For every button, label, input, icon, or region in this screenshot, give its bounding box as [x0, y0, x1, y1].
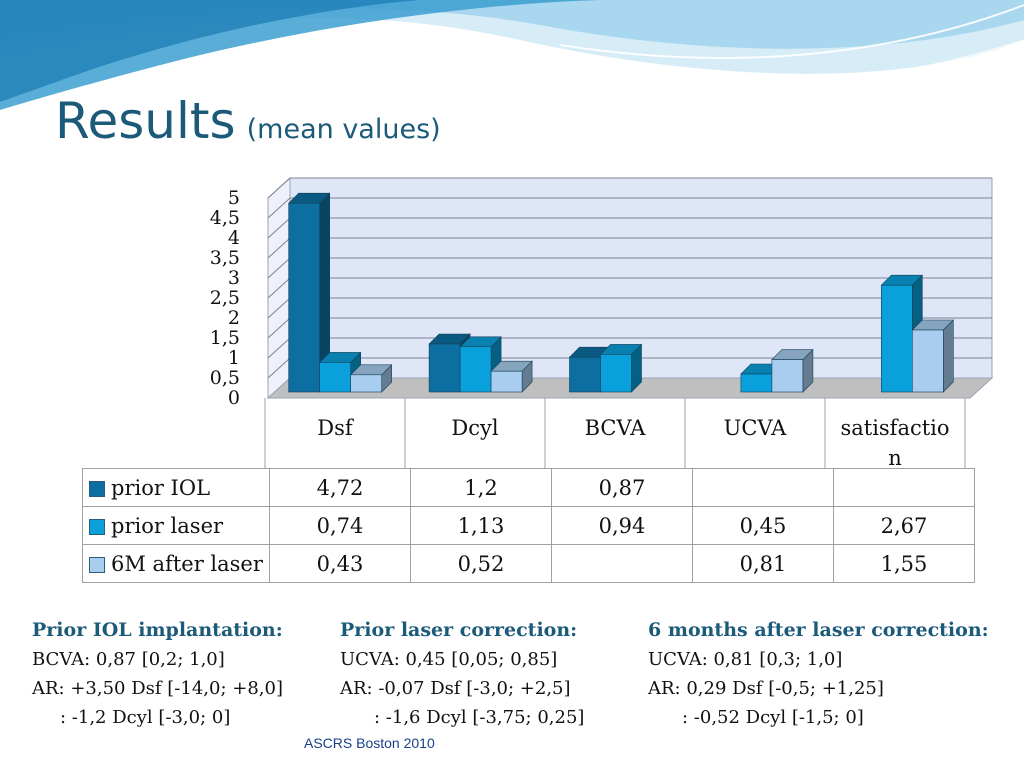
- category-label: satisfactio: [840, 416, 949, 440]
- category-label: Dcyl: [451, 416, 498, 440]
- bar: [569, 356, 601, 393]
- header-wave-decoration: [0, 0, 1024, 110]
- note-line: : -1,6 Dcyl [-3,75; 0,25]: [374, 707, 585, 728]
- legend-swatch-prior-iol: [89, 481, 105, 497]
- gridline-side: [267, 257, 291, 279]
- y-tick-label: 5: [228, 187, 240, 209]
- note-heading: 6 months after laser correction:: [648, 619, 989, 641]
- gridline-side: [267, 317, 291, 339]
- note-line: UCVA: 0,81 [0,3; 1,0]: [648, 649, 843, 670]
- y-tick-label: 0: [228, 387, 240, 409]
- y-tick-label: 1: [228, 347, 240, 369]
- y-tick-label: 1,5: [210, 327, 240, 349]
- note-line: : -1,2 Dcyl [-3,0; 0]: [60, 707, 231, 728]
- note-line: : -0,52 Dcyl [-1,5; 0]: [682, 707, 864, 728]
- category-label: UCVA: [724, 416, 788, 440]
- table-cell: 0,45: [692, 506, 834, 545]
- gridline-side: [267, 337, 291, 359]
- table-cell: 0,43: [269, 544, 411, 583]
- gridline-side: [267, 177, 291, 199]
- y-tick-label: 2,5: [210, 287, 240, 309]
- y-tick-label: 4,5: [210, 207, 240, 229]
- table-row: prior IOL 4,72 1,2 0,87: [82, 468, 975, 507]
- gridline-side: [267, 297, 291, 319]
- table-cell: 0,94: [551, 506, 693, 545]
- bar: [880, 284, 913, 393]
- table-cell: 0,74: [269, 506, 411, 545]
- data-table: prior IOL 4,72 1,2 0,87 prior laser 0,74…: [82, 468, 975, 583]
- note-line: UCVA: 0,45 [0,05; 0,85]: [340, 649, 558, 670]
- bar: [490, 370, 523, 393]
- bar-chart: 00,511,522,533,544,55 Dsf Dcyl BCVA UCVA sati…: [210, 176, 994, 470]
- y-tick-label: 3,5: [210, 247, 240, 269]
- bar: [288, 202, 321, 393]
- row-label: prior laser: [82, 506, 270, 545]
- title-main: Results: [55, 92, 236, 150]
- footer-text: ASCRS Boston 2010: [304, 735, 435, 751]
- table-cell: 1,55: [833, 544, 975, 583]
- y-tick-label: 4: [228, 227, 240, 249]
- bar: [428, 343, 461, 393]
- row-label: 6M after laser: [82, 544, 270, 583]
- note-line: BCVA: 0,87 [0,2; 1,0]: [32, 649, 225, 670]
- gridline-side: [267, 357, 291, 379]
- gridline-side: [267, 197, 291, 219]
- bar: [911, 329, 944, 393]
- note-6-months: 6 months after laser correction: UCVA: 0…: [648, 616, 989, 732]
- note-prior-iol: Prior IOL implantation: BCVA: 0,87 [0,2;…: [32, 616, 362, 732]
- bar: [350, 374, 383, 393]
- legend-swatch-6m-after-laser: [89, 557, 105, 573]
- note-heading: Prior IOL implantation:: [32, 619, 283, 641]
- bar-side: [942, 319, 954, 393]
- bar: [459, 346, 492, 393]
- table-cell: [551, 544, 693, 583]
- y-tick-label: 3: [228, 267, 240, 289]
- y-tick-label: 2: [228, 307, 240, 329]
- bar: [319, 362, 352, 393]
- note-heading: Prior laser correction:: [340, 619, 578, 641]
- bar: [740, 373, 773, 393]
- row-label: prior IOL: [82, 468, 270, 507]
- legend-swatch-prior-laser: [89, 519, 105, 535]
- table-cell: 2,67: [833, 506, 975, 545]
- table-cell: 0,81: [692, 544, 834, 583]
- table-cell: [833, 468, 975, 507]
- category-label: n: [888, 446, 902, 470]
- table-cell: 1,13: [410, 506, 552, 545]
- table-cell: 0,87: [551, 468, 693, 507]
- bar: [771, 359, 804, 393]
- note-line: AR: +3,50 Dsf [-14,0; +8,0]: [32, 678, 283, 699]
- y-tick-label: 0,5: [210, 367, 240, 389]
- slide-title: Results (mean values): [55, 92, 441, 150]
- table-row: 6M after laser 0,43 0,52 0,81 1,55: [82, 544, 975, 583]
- bar: [600, 354, 632, 393]
- category-label: Dsf: [317, 416, 355, 440]
- title-subtitle: (mean values): [246, 114, 441, 145]
- category-label: BCVA: [585, 416, 647, 440]
- table-cell: [692, 468, 834, 507]
- gridline-side: [267, 237, 291, 259]
- gridline-side: [267, 217, 291, 239]
- table-cell: 1,2: [410, 468, 552, 507]
- note-line: AR: 0,29 Dsf [-0,5; +1,25]: [648, 678, 884, 699]
- gridline-side: [267, 277, 291, 299]
- table-cell: 0,52: [410, 544, 552, 583]
- note-prior-laser: Prior laser correction: UCVA: 0,45 [0,05…: [340, 616, 670, 732]
- table-cell: 4,72: [269, 468, 411, 507]
- note-line: AR: -0,07 Dsf [-3,0; +2,5]: [340, 678, 571, 699]
- table-row: prior laser 0,74 1,13 0,94 0,45 2,67: [82, 506, 975, 545]
